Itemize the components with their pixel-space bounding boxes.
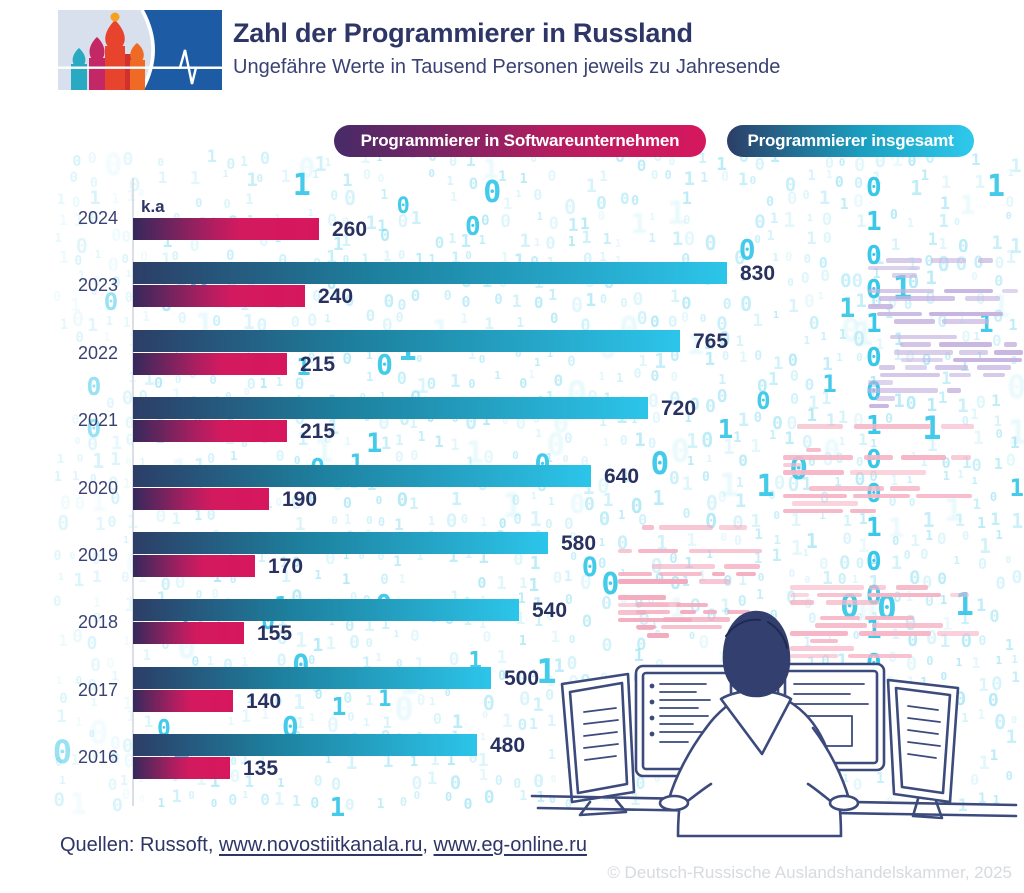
year-label-2016: 2016 [77, 747, 118, 768]
value-label-total-2022: 765 [693, 329, 729, 353]
sources-prefix: Quellen: Russoft, [60, 834, 219, 856]
bar-total-2021 [133, 397, 648, 420]
bar-software-2022 [133, 352, 287, 375]
ecg-line-icon [154, 49, 222, 85]
year-label-2017: 2017 [77, 679, 118, 700]
bar-software-2021 [133, 420, 287, 443]
chamber-logo [58, 10, 222, 90]
bar-total-2019 [133, 532, 548, 554]
bar-total-2017 [133, 666, 491, 689]
bar-software-2020 [133, 487, 269, 510]
source-link-novostiitkanala[interactable]: www.novostiitkanala.ru [218, 834, 423, 856]
bar-total-2018 [133, 599, 519, 622]
logo-blue-panel [144, 10, 222, 90]
year-label-2021: 2021 [77, 410, 118, 431]
value-label-software-2024: 260 [332, 218, 368, 241]
value-label-total-2023: 830 [740, 262, 776, 286]
value-label-software-2023: 240 [318, 285, 354, 309]
year-label-2019: 2019 [77, 545, 118, 565]
bar-software-2018 [133, 622, 244, 645]
value-label-software-2018: 155 [257, 622, 293, 646]
monitor-left-icon [560, 672, 636, 817]
bar-software-2017 [133, 689, 233, 712]
bar-total-2020 [133, 464, 591, 487]
year-label-2023: 2023 [77, 275, 118, 296]
source-link-eg-online[interactable]: www.eg-online.ru [433, 834, 587, 856]
bar-software-2019 [133, 555, 255, 577]
programmer-illustration [530, 610, 1018, 838]
value-label-software-2017: 140 [246, 689, 282, 713]
page-subtitle: Ungefähre Werte in Tausend Personen jewe… [233, 56, 781, 78]
value-label-total-2017: 500 [504, 666, 540, 690]
bar-software-2023 [133, 285, 305, 308]
bar-total-2023 [133, 262, 727, 285]
bar-total-2016 [133, 734, 477, 757]
cathedral-icon [71, 12, 145, 90]
year-label-2020: 2020 [77, 477, 118, 498]
value-label-total-2016: 480 [490, 734, 526, 758]
copyright-note: © Deutsch-Russische Auslandshandelskamme… [607, 863, 1012, 882]
na-label-2024: k.a [141, 197, 165, 216]
year-label-2024: 2024 [77, 208, 118, 228]
bar-software-2016 [133, 757, 230, 780]
legend-total: Programmierer insgesamt [727, 125, 974, 157]
value-label-software-2022: 215 [300, 352, 336, 376]
page-title: Zahl der Programmierer in Russland [233, 18, 693, 48]
value-label-total-2019: 580 [561, 532, 597, 555]
value-label-total-2020: 640 [604, 464, 640, 488]
value-label-software-2020: 190 [282, 487, 318, 511]
year-label-2018: 2018 [77, 612, 118, 633]
legend-software-companies: Programmierer in Softwareunternehmen [334, 125, 706, 157]
value-label-software-2021: 215 [300, 420, 336, 444]
value-label-total-2018: 540 [532, 599, 568, 623]
year-label-2022: 2022 [77, 342, 118, 363]
sources-line: Quellen: Russoft, www.novostiitkanala.ru… [60, 834, 587, 857]
value-label-software-2016: 135 [243, 757, 279, 781]
bar-total-2022 [133, 329, 680, 352]
sources-separator: , [422, 834, 434, 856]
bar-software-2024 [133, 218, 319, 240]
monitor-right-icon [886, 678, 960, 820]
value-label-software-2019: 170 [268, 555, 304, 578]
person-back-view [658, 610, 860, 838]
header: Zahl der Programmierer in Russland Ungef… [233, 18, 780, 79]
value-label-total-2021: 720 [661, 397, 697, 421]
